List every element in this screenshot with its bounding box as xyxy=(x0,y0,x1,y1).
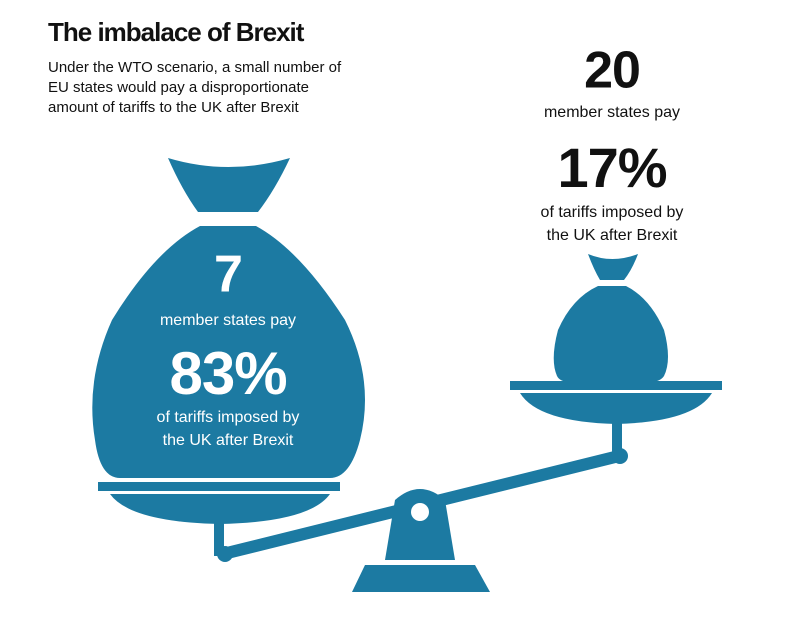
share-label: of tariffs imposed by xyxy=(157,409,300,426)
share-label: the UK after Brexit xyxy=(163,432,294,449)
bag-small xyxy=(553,254,668,382)
count: 7 xyxy=(214,246,242,304)
share-label: the UK after Brexit xyxy=(547,227,678,244)
share: 17% xyxy=(557,136,666,199)
scale xyxy=(98,381,722,592)
subtitle-line: amount of tariffs to the UK after Brexit xyxy=(48,99,300,116)
share: 83% xyxy=(169,340,286,407)
count-label: member states pay xyxy=(544,104,680,121)
right-pan xyxy=(520,393,712,424)
title: The imbalace of Brexit xyxy=(48,17,305,47)
pivot xyxy=(385,489,455,560)
left-pan-stem xyxy=(214,520,224,556)
pivot-hole xyxy=(411,503,429,521)
subtitle-line: EU states would pay a disproportionate xyxy=(48,79,309,96)
share-label: of tariffs imposed by xyxy=(541,204,684,221)
left-pan xyxy=(110,494,330,524)
bag-top xyxy=(168,158,290,212)
right-pan-stem xyxy=(612,420,622,458)
bag-large xyxy=(92,158,365,478)
left-pan-rim xyxy=(98,482,340,491)
base xyxy=(352,565,490,592)
subtitle-line: Under the WTO scenario, a small number o… xyxy=(48,59,342,76)
bag-body xyxy=(553,286,668,382)
right-pan-rim xyxy=(510,381,722,390)
count: 20 xyxy=(584,42,640,100)
bag-body xyxy=(92,226,365,478)
count-label: member states pay xyxy=(160,312,296,329)
bag-top xyxy=(588,254,638,280)
